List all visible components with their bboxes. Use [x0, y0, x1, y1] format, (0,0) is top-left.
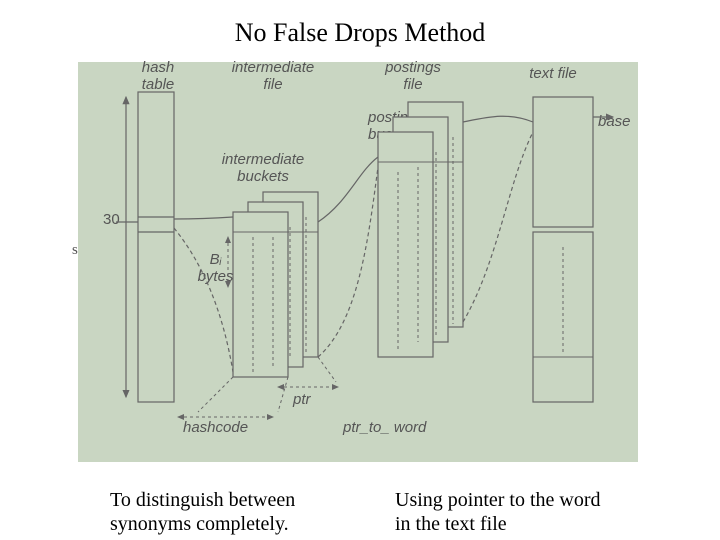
page-title: No False Drops Method [0, 0, 720, 48]
label-s: s [72, 242, 78, 259]
diagram-svg [78, 62, 638, 462]
diagram: hashtable intermediatefile postingsfile … [78, 62, 638, 462]
caption-right: Using pointer to the wordin the text fil… [395, 488, 601, 536]
caption-left: To distinguish betweensynonyms completel… [110, 488, 295, 536]
